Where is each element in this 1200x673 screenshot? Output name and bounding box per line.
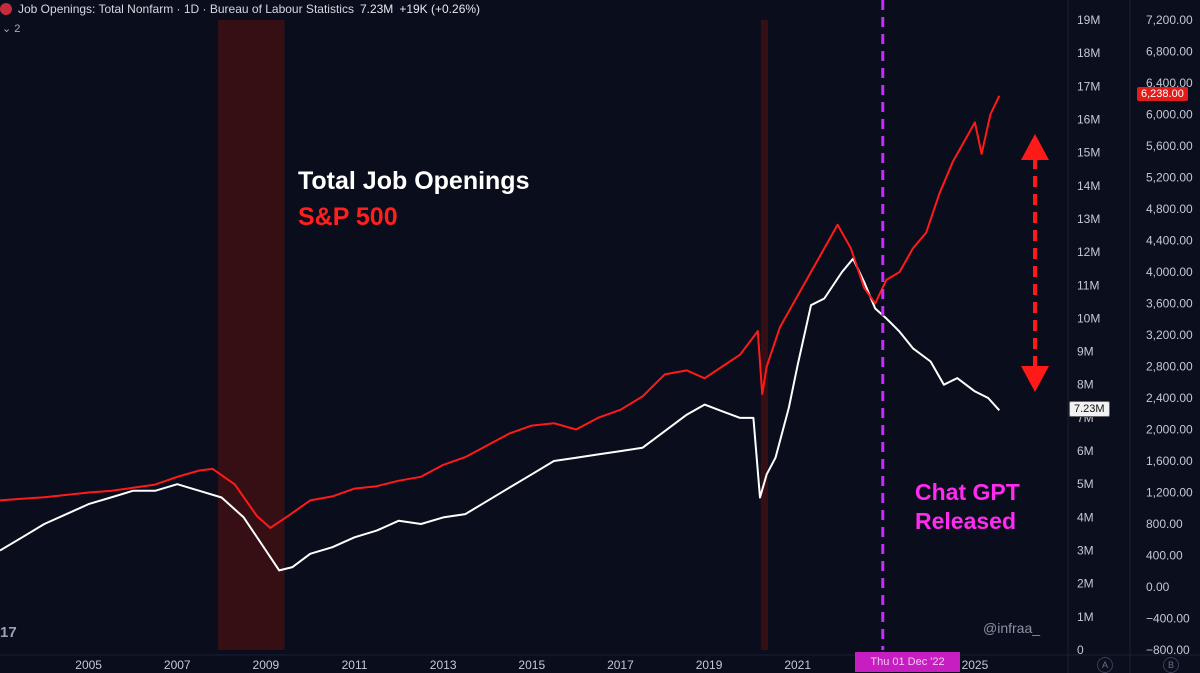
x-axis-tick: 2015 [518,658,545,672]
chatgpt-line1: Chat GPT [915,479,1020,505]
right-axis-tick: 3,600.00 [1146,297,1193,311]
symbol-title: Job Openings: Total Nonfarm · 1D · Burea… [18,2,354,16]
left-axis-tick: 17M [1077,79,1100,93]
right-axis-tick: 6,800.00 [1146,45,1193,59]
recession-bands [218,20,768,650]
right-axis-tick: 1,200.00 [1146,486,1193,500]
recession-band-0 [218,20,285,650]
left-axis-tick: 13M [1077,212,1100,226]
left-axis-tick: 2M [1077,577,1094,591]
left-axis-tick: 19M [1077,13,1100,27]
overlays [881,0,1049,650]
left-axis-tick: 0 [1077,643,1084,657]
right-axis-tick: 800.00 [1146,517,1183,531]
us-flag-icon [0,3,12,15]
right-axis-tick: 2,400.00 [1146,391,1193,405]
x-axis-tick: 2009 [253,658,280,672]
right-axis-tick: −400.00 [1146,612,1190,626]
right-axis-tick: 0.00 [1146,580,1170,594]
watermark: @infraa_ [983,620,1041,636]
x-axis-tick: 2007 [164,658,191,672]
x-axis-tick: 2021 [784,658,811,672]
left-axis-tick: 8M [1077,378,1094,392]
right-axis-tick: 6,000.00 [1146,108,1193,122]
right-axis-tick: 7,200.00 [1146,13,1193,27]
right-axis-tick: 5,200.00 [1146,171,1193,185]
x-axis-tick: 2017 [607,658,634,672]
chart-header[interactable]: Job Openings: Total Nonfarm · 1D · Burea… [0,0,480,18]
left-axis-tick: 14M [1077,179,1100,193]
right-axis-tick: 3,200.00 [1146,328,1193,342]
left-axis-tick: 3M [1077,544,1094,558]
chatgpt-line2: Released [915,508,1017,534]
right-axis-tick: 400.00 [1146,549,1183,563]
left-axis-tick: 12M [1077,245,1100,259]
x-axis-tick: 2019 [696,658,723,672]
left-axis-tick: 6M [1077,444,1094,458]
left-axis-tick: 16M [1077,112,1100,126]
price-scale-panel [1068,0,1200,673]
x-axis-tick: 2005 [75,658,102,672]
jobs-series-line [0,257,1001,572]
change-value: +19K (+0.26%) [399,2,481,16]
right-axis-tick: 5,600.00 [1146,139,1193,153]
series-lines [0,95,1001,572]
indicator-toggle[interactable]: ⌄ 2 [2,22,20,35]
right-axis-tick: 4,400.00 [1146,234,1193,248]
left-axis-tick: 4M [1077,510,1094,524]
tradingview-logo: 17 [0,624,17,641]
axes: 19M18M17M16M15M14M13M12M11M10M9M8M7M6M5M… [75,13,1193,672]
chart-legend: Total Job Openings S&P 500 [298,163,529,235]
right-axis-tick: 4,000.00 [1146,265,1193,279]
x-axis-tick: 2025 [962,658,989,672]
left-axis-tick: 11M [1077,278,1099,292]
gap-arrow-up-head [1021,134,1049,160]
scale-b-button[interactable]: B [1163,657,1179,673]
crosshair-date-tag: Thu 01 Dec '22 [855,652,960,672]
legend-jobs: Total Job Openings [298,167,530,195]
spx-series-line [0,95,1001,529]
scale-a-button[interactable]: A [1097,657,1113,673]
recession-band-1 [760,20,768,650]
left-axis-tick: 1M [1077,610,1094,624]
right-axis-tick: −800.00 [1146,643,1190,657]
left-axis-tick: 5M [1077,477,1094,491]
right-axis-tick: 1,600.00 [1146,454,1193,468]
right-axis-tick: 2,800.00 [1146,360,1193,374]
spx-price-tag: 6,238.00 [1137,87,1188,101]
right-axis-tick: 2,000.00 [1146,423,1193,437]
x-axis-tick: 2013 [430,658,457,672]
x-axis-tick: 2011 [342,658,368,672]
gap-arrow-down-head [1021,366,1049,392]
left-axis-tick: 10M [1077,311,1100,325]
right-axis-tick: 4,800.00 [1146,202,1193,216]
legend-spx: S&P 500 [298,203,398,231]
right-axis-tick: 6,400.00 [1146,76,1193,90]
left-axis-tick: 15M [1077,146,1100,160]
left-axis-tick: 18M [1077,46,1100,60]
last-value: 7.23M [359,2,394,16]
jobs-price-tag: 7.23M [1069,401,1110,417]
indicator-count: 2 [14,23,21,35]
left-axis-tick: 9M [1077,345,1094,359]
chatgpt-annotation: Chat GPT Released [915,478,1020,536]
chevron-down-icon: ⌄ [2,23,12,35]
